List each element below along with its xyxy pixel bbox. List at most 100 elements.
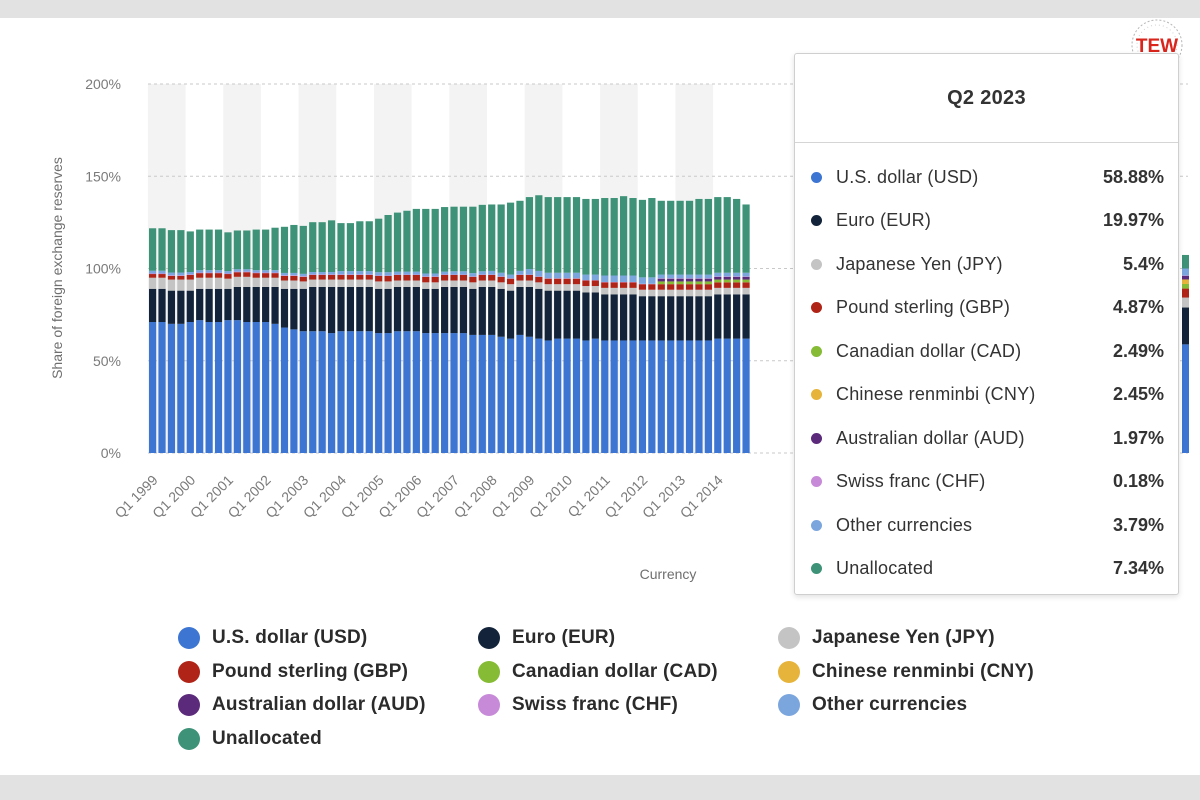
x-axis-title: Currency (640, 566, 697, 582)
legend-item[interactable]: Unallocated (178, 725, 322, 753)
bar-stack (233, 230, 241, 453)
bar-segment (290, 275, 298, 276)
bar-segment (365, 271, 373, 275)
bar-segment (271, 227, 279, 271)
tooltip-title: Q2 2023 (795, 54, 1178, 143)
bar-segment (516, 286, 524, 335)
bar-stack (186, 231, 194, 453)
bar-stack (384, 214, 392, 453)
bar-segment (733, 272, 741, 277)
legend-label: Australian dollar (AUD) (212, 694, 426, 715)
bar-segment (488, 204, 496, 271)
bar-segment (233, 269, 241, 272)
legend-item[interactable]: Chinese renminbi (CNY) (778, 658, 1034, 686)
bar-segment (214, 322, 223, 453)
bar-segment (243, 269, 251, 272)
bar-segment (676, 296, 684, 341)
bar-stack (733, 198, 741, 453)
bar-segment (384, 272, 392, 276)
bar-segment (516, 334, 524, 453)
bar-segment (676, 274, 684, 279)
bar-segment (469, 334, 477, 453)
bar-segment (563, 284, 571, 291)
bar-segment (262, 273, 270, 278)
bar-segment (346, 331, 355, 453)
bar-segment (346, 279, 355, 287)
bar-segment (554, 278, 562, 285)
bar-segment (695, 281, 703, 285)
bar-stack (535, 195, 543, 453)
bar-segment (723, 282, 731, 288)
bar-segment (177, 275, 185, 280)
bar-segment (582, 340, 590, 453)
tooltip-row-label: Swiss franc (CHF) (836, 471, 986, 491)
bar-segment (685, 274, 694, 279)
bar-stack (280, 226, 289, 453)
bar-segment (186, 322, 194, 453)
bar-segment (299, 225, 307, 274)
bar-segment (365, 279, 373, 287)
legend-label: Euro (EUR) (512, 627, 616, 648)
legend-item[interactable]: Other currencies (778, 691, 967, 719)
chart-card: 0% 50% 100% 150% 200% Q1 1999 Q1 2000 Q1 2001 Q1… (0, 18, 1200, 775)
bar-segment (723, 294, 731, 339)
bar-segment (149, 274, 157, 278)
bar-segment (214, 229, 223, 271)
legend-item[interactable]: Pound sterling (GBP) (178, 658, 408, 686)
bar-segment (196, 229, 204, 271)
bar-segment (667, 296, 675, 341)
tooltip-row-value: 0.18% (1112, 471, 1164, 491)
bar-segment (365, 274, 373, 275)
bar-segment (384, 288, 392, 334)
bar-segment (224, 273, 232, 275)
series-dot-icon (811, 389, 822, 400)
bar-segment (365, 221, 373, 272)
bar-segment (554, 290, 562, 339)
bar-segment (441, 274, 449, 281)
bar-segment (450, 280, 458, 287)
legend-item[interactable]: U.S. dollar (USD) (178, 624, 367, 652)
bar-segment (657, 278, 665, 282)
bar-segment (516, 280, 524, 287)
legend-item[interactable]: Euro (EUR) (478, 624, 615, 652)
bar-segment (497, 336, 505, 453)
bar-segment (714, 276, 722, 280)
bar-segment (1182, 275, 1189, 280)
bar-segment (742, 282, 750, 288)
bar-stack (714, 197, 722, 453)
tooltip-row-label: Euro (EUR) (836, 210, 932, 230)
bar-segment (469, 288, 477, 335)
bar-segment (205, 273, 213, 278)
bar-segment (459, 286, 468, 334)
bar-segment (327, 220, 336, 273)
bar-segment (318, 331, 326, 453)
bar-segment (299, 273, 307, 277)
legend-item[interactable]: Australian dollar (AUD) (178, 691, 426, 719)
bar-segment (356, 221, 364, 272)
bar-segment (648, 277, 656, 284)
legend-item[interactable]: Swiss franc (CHF) (478, 691, 678, 719)
bar-segment (733, 282, 741, 288)
bar-segment (601, 275, 609, 282)
tooltip-row: Japanese Yen (JPY) 5.4% (795, 249, 1178, 279)
bar-stack (450, 206, 458, 453)
bar-segment (224, 232, 232, 272)
legend-item[interactable]: Japanese Yen (JPY) (778, 624, 995, 652)
bar-segment (714, 279, 722, 283)
bar-segment (733, 279, 741, 283)
bar-segment (252, 229, 260, 271)
bar-segment (554, 197, 562, 273)
bar-segment (459, 271, 468, 275)
tooltip-row-value: 7.34% (1112, 558, 1164, 578)
bar-segment (638, 296, 647, 341)
bar-segment (346, 271, 355, 275)
bar-segment (506, 338, 515, 453)
bar-segment (158, 270, 166, 274)
bar-stack (262, 229, 270, 453)
bar-segment (676, 284, 684, 290)
bar-stack (337, 223, 345, 453)
bar-segment (403, 210, 411, 272)
bar-segment (704, 281, 712, 285)
bar-segment (262, 272, 270, 274)
legend-item[interactable]: Canadian dollar (CAD) (478, 658, 718, 686)
